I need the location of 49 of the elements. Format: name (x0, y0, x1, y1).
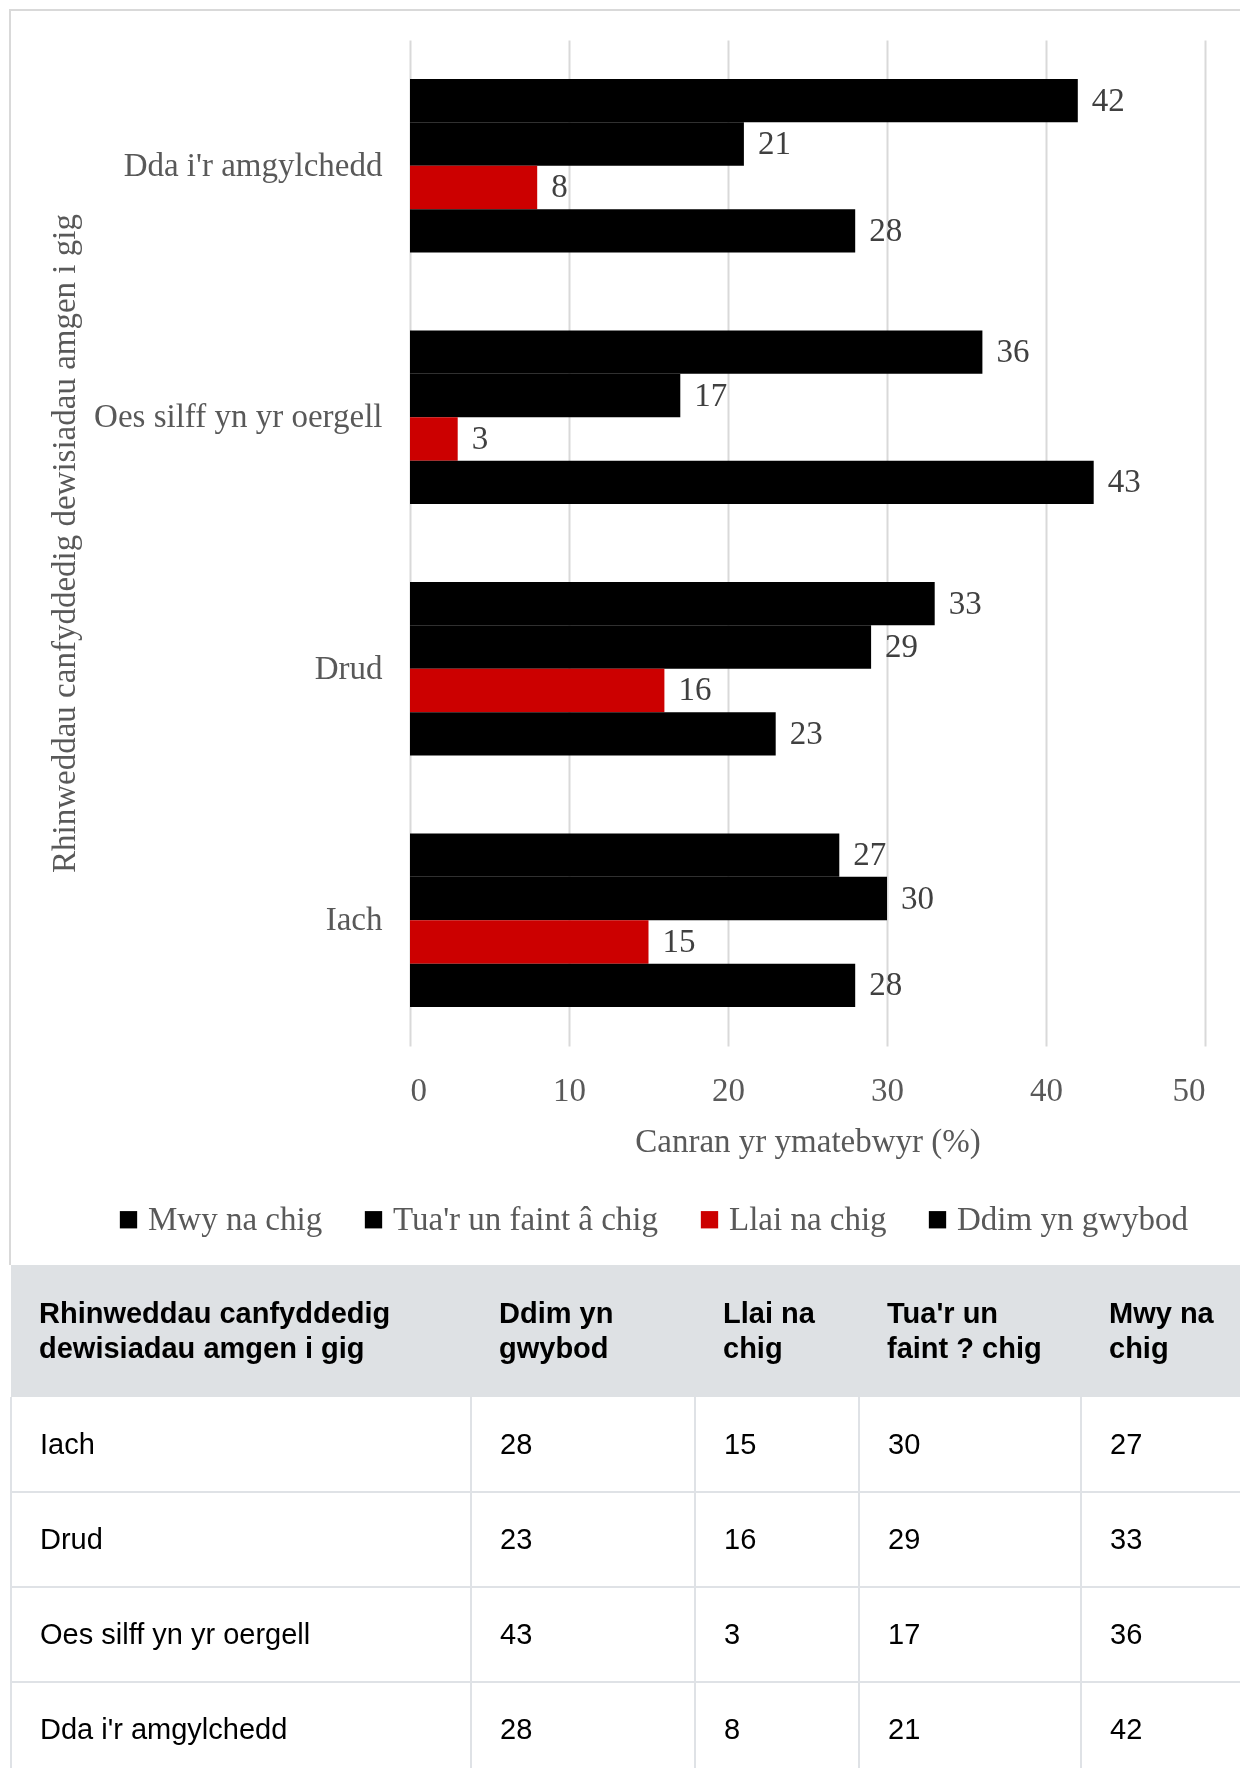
data-label: 8 (695, 1682, 859, 1768)
data-label: 28 (471, 1397, 695, 1492)
x-axis-title: Canran yr ymatebwyr (%) (635, 1122, 981, 1160)
x-tick-label: 40 (1030, 1071, 1063, 1108)
data-label: 33 (948, 584, 982, 621)
x-tick-label: 10 (553, 1071, 586, 1108)
data-label: 21 (859, 1682, 1081, 1768)
data-label: 3 (471, 419, 489, 456)
y-tick-label: Iach (325, 901, 383, 938)
data-label: 33 (1081, 1492, 1240, 1587)
y-axis-title: Rhinweddau canfyddedig dewisiadau amgen i gig (45, 214, 82, 873)
data-label: 30 (901, 879, 934, 916)
data-label: 36 (1081, 1587, 1240, 1682)
data-label: 16 (695, 1492, 859, 1587)
data-label: 27 (1081, 1397, 1240, 1492)
legend-label: Llai na chig (729, 1200, 887, 1237)
x-tick-label: 0 (410, 1071, 427, 1108)
data-label: 28 (869, 966, 903, 1003)
data-label: 29 (885, 628, 919, 665)
data-label: 43 (1107, 463, 1141, 500)
data-label: 43 (471, 1587, 695, 1682)
y-tick-label: Oes silff yn yr oergell (94, 398, 383, 435)
data-label: 23 (789, 714, 823, 751)
data-label: 23 (471, 1492, 695, 1587)
data-label: 3 (695, 1587, 859, 1682)
data-label: 36 (996, 333, 1030, 370)
data-label: 15 (695, 1397, 859, 1492)
data-label: 30 (859, 1397, 1081, 1492)
data-label: 28 (471, 1682, 695, 1768)
legend-label: Mwy na chig (148, 1200, 323, 1237)
data-label: 27 (853, 836, 887, 873)
data-label: 21 (757, 125, 791, 162)
y-tick-label: Drud (314, 649, 383, 686)
data-label: 28 (869, 211, 903, 248)
legend-label: Tua'r un faint â chig (393, 1200, 659, 1237)
table-header: Rhinweddau canfyddedig dewisiadau amgen i gig Ddim yn gwybod Llai na chig Tua'r un faint ? chig Mwy na chig (11, 1265, 1240, 1397)
x-tick-label: 50 (1172, 1071, 1206, 1108)
data-label: 42 (1081, 1682, 1240, 1768)
x-tick-label: 30 (871, 1071, 904, 1108)
data-label: 29 (859, 1492, 1081, 1587)
data-label: 42 (1091, 81, 1125, 118)
x-tick-label: 20 (712, 1071, 745, 1108)
data-label: 15 (662, 922, 696, 959)
data-label: 16 (678, 671, 712, 708)
legend-label: Ddim yn gwybod (957, 1200, 1189, 1237)
data-label: 17 (694, 376, 728, 413)
data-label: 8 (551, 168, 568, 205)
y-tick-label: Dda i'r amgylchedd (123, 146, 383, 183)
data-label: 17 (859, 1587, 1081, 1682)
